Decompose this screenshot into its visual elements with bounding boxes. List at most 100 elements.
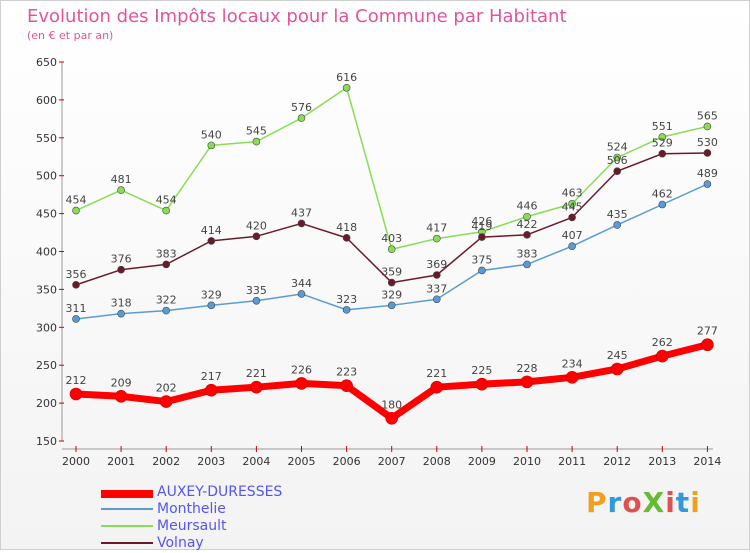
data-point[interactable] [475, 377, 489, 391]
data-point[interactable] [387, 278, 396, 287]
data-point[interactable] [568, 199, 576, 208]
data-label: 422 [517, 218, 538, 231]
data-label: 223 [336, 366, 357, 379]
y-tick-label: 300 [36, 321, 57, 334]
data-point[interactable] [703, 180, 712, 188]
data-label: 369 [426, 258, 447, 271]
data-label: 446 [517, 200, 538, 213]
y-tick-label: 150 [36, 435, 57, 448]
data-label: 245 [607, 349, 628, 362]
data-point[interactable] [162, 260, 170, 269]
legend-swatch-auxey [101, 490, 153, 498]
x-tick-label: 2012 [603, 455, 631, 468]
data-label: 463 [562, 187, 583, 200]
data-point[interactable] [117, 265, 125, 274]
data-point[interactable] [207, 237, 216, 245]
data-point[interactable] [658, 200, 667, 209]
data-point[interactable] [523, 231, 531, 239]
data-label: 180 [381, 398, 402, 411]
data-point[interactable] [523, 260, 531, 269]
series-monthelie: 311 318 322 329 335 344 323 329 337 375 383 407 435 4… [66, 167, 718, 323]
data-point[interactable] [432, 234, 441, 243]
data-point[interactable] [568, 242, 576, 250]
data-label: 318 [111, 297, 132, 310]
x-tick-label: 2005 [288, 455, 316, 468]
data-label: 437 [291, 206, 312, 219]
data-point[interactable] [613, 153, 622, 162]
data-point[interactable] [72, 315, 80, 323]
data-label: 202 [156, 382, 177, 395]
data-label: 445 [562, 200, 583, 213]
data-point[interactable] [72, 281, 80, 289]
data-point[interactable] [565, 371, 579, 384]
data-point[interactable] [520, 375, 534, 389]
data-point[interactable] [297, 290, 306, 298]
data-label: 212 [66, 374, 87, 387]
data-point[interactable] [295, 377, 308, 390]
data-label: 524 [607, 141, 628, 154]
x-tick-label: 2006 [333, 455, 361, 468]
data-point[interactable] [613, 221, 622, 229]
logo-letter: P [586, 486, 608, 519]
data-point[interactable] [207, 141, 216, 150]
legend-label-monthelie: Monthelie [157, 501, 226, 517]
data-point[interactable] [297, 219, 306, 228]
data-point[interactable] [432, 271, 441, 279]
data-point[interactable] [658, 149, 667, 158]
data-label: 356 [66, 268, 87, 281]
data-point[interactable] [297, 114, 306, 122]
data-point[interactable] [385, 411, 399, 425]
data-point[interactable] [162, 306, 170, 315]
data-point[interactable] [342, 306, 351, 314]
x-tick-label: 2008 [423, 455, 451, 468]
data-point[interactable] [478, 266, 486, 275]
data-point[interactable] [252, 296, 261, 305]
data-point[interactable] [430, 380, 444, 394]
data-point[interactable] [114, 389, 128, 403]
data-label: 322 [156, 294, 177, 307]
data-point[interactable] [340, 379, 353, 392]
data-point[interactable] [250, 380, 263, 394]
data-point[interactable] [613, 167, 622, 175]
y-tick-label: 450 [36, 208, 57, 221]
data-point[interactable] [701, 338, 714, 352]
data-point[interactable] [655, 349, 669, 363]
data-point[interactable] [523, 212, 531, 221]
data-point[interactable] [207, 301, 216, 310]
data-point[interactable] [568, 213, 576, 222]
legend-swatch-monthelie [101, 508, 153, 510]
data-point[interactable] [69, 387, 83, 401]
data-point[interactable] [252, 137, 261, 146]
series-auxey: 212 209 202 217 221 226 223 180 221 225 228 234 245 2… [66, 325, 718, 425]
data-label: 228 [517, 362, 538, 375]
data-point[interactable] [205, 383, 218, 397]
data-point[interactable] [117, 309, 125, 318]
data-label: 506 [607, 154, 628, 167]
data-label: 489 [697, 167, 718, 180]
x-tick-label: 2002 [152, 455, 180, 468]
data-point[interactable] [703, 149, 712, 157]
data-point[interactable] [478, 233, 486, 241]
data-point[interactable] [252, 232, 261, 241]
data-point[interactable] [658, 133, 667, 141]
data-point[interactable] [342, 234, 351, 242]
data-point[interactable] [117, 186, 125, 194]
data-point[interactable] [72, 206, 80, 215]
data-label: 329 [381, 288, 402, 301]
data-label: 417 [426, 222, 447, 235]
x-tick-label: 2010 [513, 455, 541, 468]
data-point[interactable] [159, 395, 173, 408]
data-point[interactable] [387, 301, 396, 310]
data-label: 576 [291, 101, 312, 114]
data-point[interactable] [432, 295, 441, 304]
data-point[interactable] [703, 122, 712, 131]
data-point[interactable] [387, 245, 396, 254]
data-label: 435 [607, 208, 628, 221]
data-point[interactable] [342, 83, 351, 92]
proxiti-logo: ProXiti [586, 486, 701, 519]
data-label: 337 [426, 282, 447, 295]
logo-letter: r [607, 486, 623, 519]
data-point[interactable] [162, 206, 170, 215]
data-label: 323 [336, 293, 357, 306]
data-point[interactable] [610, 362, 624, 376]
